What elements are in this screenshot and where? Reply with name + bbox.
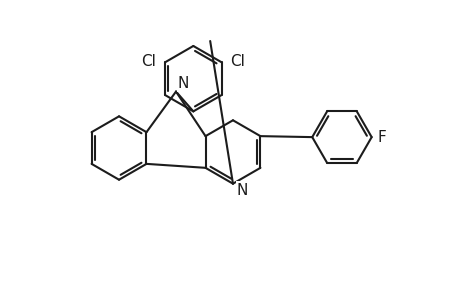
Text: N: N [236, 183, 248, 198]
Text: Cl: Cl [230, 54, 245, 69]
Text: N: N [178, 76, 189, 91]
Text: F: F [377, 130, 386, 145]
Text: Cl: Cl [141, 54, 156, 69]
